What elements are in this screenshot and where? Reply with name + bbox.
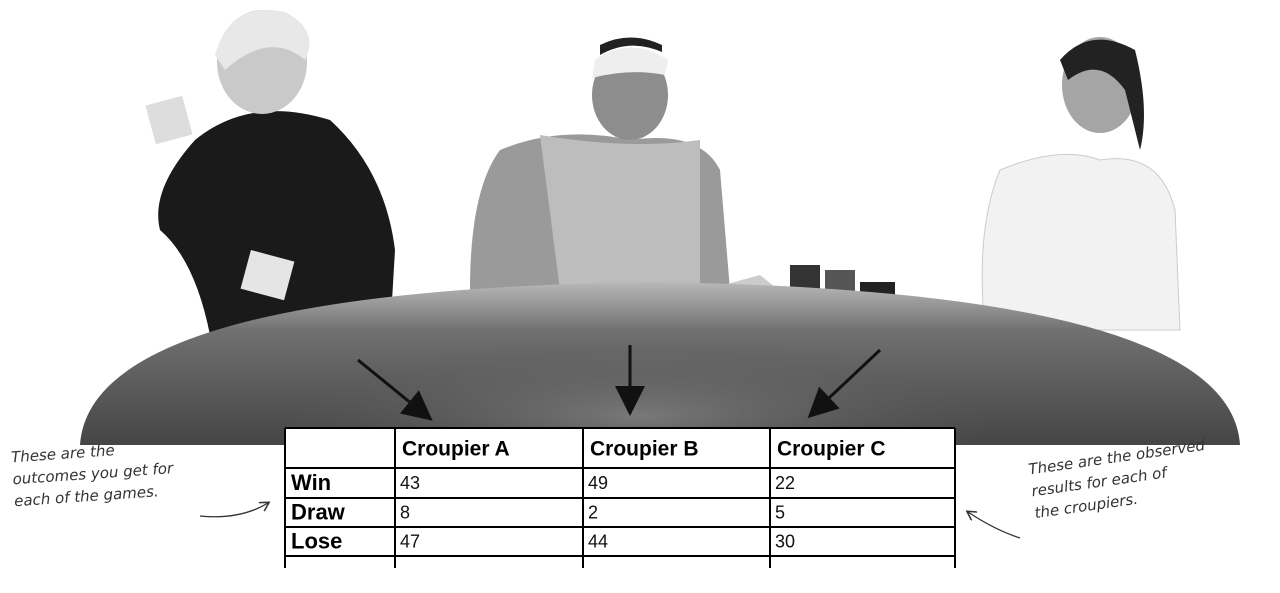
cell-value: 8 [400,502,410,522]
cell-value: 47 [400,531,420,551]
arrow [357,358,433,421]
annotation-arrow [968,512,1021,539]
results-table: Croupier A Croupier B Croupier C Win 43 49 22 D… [284,427,956,568]
column-header: Croupier A [402,438,510,461]
croupier-b-figure [470,37,730,290]
cell-value: 44 [588,531,608,551]
arrow [807,348,882,419]
cell-value: 30 [775,531,795,551]
cell-value: 49 [588,473,608,493]
cell-value: 22 [775,473,795,493]
annotation-line: These are the [10,441,115,466]
croupier-a-figure [145,9,395,335]
croupier-c-figure [981,37,1181,331]
right-annotation: These are the observed results for each … [1027,436,1206,522]
left-annotation: These are the outcomes you get for each … [10,441,174,510]
row-label: Win [291,470,331,495]
row-label: Lose [291,528,342,553]
row-label: Draw [291,499,346,524]
cell-value: 5 [775,502,785,522]
column-header: Croupier B [590,438,699,461]
cell-value: 2 [588,502,598,522]
column-header: Croupier C [777,438,886,461]
annotation-arrow [199,503,268,518]
cell-value: 43 [400,473,420,493]
